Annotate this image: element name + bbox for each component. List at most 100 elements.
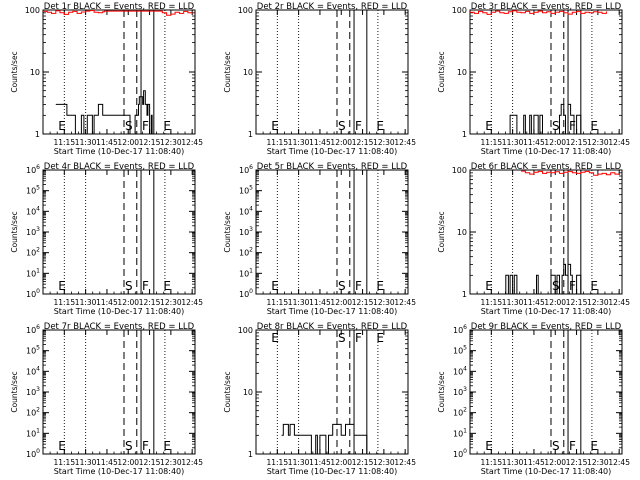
y-tick-label: 10 (243, 388, 253, 397)
y-tick-label: 105 (26, 345, 40, 356)
y-tick-label: 1 (248, 450, 253, 459)
marker-label: E (376, 331, 384, 345)
marker-label: E (590, 439, 598, 453)
marker-label: E (163, 439, 171, 453)
marker-label: F (355, 119, 362, 133)
x-tick-label: 12:45 (394, 138, 416, 147)
marker-label: F (569, 439, 576, 453)
x-tick-label: 12:15 (566, 458, 588, 467)
y-axis-label: Counts/sec (437, 211, 446, 252)
detector-panel: Det 9r BLACK = Events, RED = LLD 100 101 10… (437, 322, 630, 476)
x-tick-label: 11:30 (502, 138, 524, 147)
x-tick-label: 12:15 (566, 298, 588, 307)
y-tick-label: 104 (453, 365, 467, 376)
x-tick-label: 11:45 (523, 458, 545, 467)
x-tick-label: 12:00 (544, 138, 566, 147)
x-tick-label: 12:30 (373, 298, 395, 307)
x-tick-label: 12:00 (330, 138, 352, 147)
marker-label: E (590, 279, 598, 293)
marker-label: E (485, 119, 493, 133)
events-series-line (504, 263, 582, 295)
panel-title: Det 8r BLACK = Events, RED = LLD (257, 322, 408, 332)
panel-title: Det 6r BLACK = Events, RED = LLD (471, 162, 622, 172)
x-tick-label: 12:00 (330, 298, 352, 307)
y-axis-label: Counts/sec (223, 51, 232, 92)
lld-series-line (470, 10, 607, 15)
lld-series-line (521, 170, 620, 176)
y-tick-label: 100 (238, 6, 253, 15)
x-tick-label: 12:30 (373, 458, 395, 467)
y-tick-label: 103 (453, 386, 467, 397)
x-tick-label: 12:30 (587, 138, 609, 147)
marker-label: S (338, 331, 346, 345)
marker-label: F (142, 119, 149, 133)
x-tick-label: 11:45 (309, 138, 331, 147)
x-tick-label: 12:45 (608, 138, 630, 147)
panel-title: Det 9r BLACK = Events, RED = LLD (471, 322, 622, 332)
marker-label: S (552, 119, 560, 133)
y-tick-label: 100 (25, 6, 40, 15)
x-tick-label: 11:15 (266, 458, 288, 467)
y-tick-label: 101 (26, 427, 40, 438)
x-axis-label: Start Time (10-Dec-17 11:08:40) (54, 147, 185, 156)
y-tick-label: 103 (239, 226, 253, 237)
y-tick-label: 106 (26, 324, 40, 335)
x-axis-label: Start Time (10-Dec-17 11:08:40) (481, 147, 612, 156)
x-tick-label: 12:30 (587, 298, 609, 307)
plot-frame (255, 169, 409, 295)
y-tick-label: 1 (462, 130, 467, 139)
panel-title: Det 7r BLACK = Events, RED = LLD (44, 322, 195, 332)
x-tick-label: 11:15 (480, 138, 502, 147)
y-axis-label: Counts/sec (223, 371, 232, 412)
x-axis-label: Start Time (10-Dec-17 11:08:40) (267, 147, 398, 156)
marker-label: S (125, 119, 133, 133)
y-tick-label: 106 (26, 164, 40, 175)
marker-label: E (271, 279, 279, 293)
x-tick-label: 11:30 (288, 458, 310, 467)
x-axis-label: Start Time (10-Dec-17 11:08:40) (481, 307, 612, 316)
detector-panel: Det 2r BLACK = Events, RED = LLD 1 10 100 11… (223, 2, 416, 156)
y-axis-label: Counts/sec (437, 51, 446, 92)
marker-label: F (355, 331, 362, 345)
x-axis-label: Start Time (10-Dec-17 11:08:40) (54, 307, 185, 316)
x-tick-label: 12:30 (373, 138, 395, 147)
marker-label: E (376, 279, 384, 293)
marker-label: E (58, 439, 66, 453)
x-axis-label: Start Time (10-Dec-17 11:08:40) (54, 467, 185, 476)
lld-series-line (43, 10, 193, 16)
panel-title: Det 1r BLACK = Events, RED = LLD (44, 2, 195, 12)
panel-title: Det 2r BLACK = Events, RED = LLD (257, 2, 408, 12)
marker-label: S (125, 279, 133, 293)
y-tick-label: 1 (248, 130, 253, 139)
marker-label: F (355, 279, 362, 293)
x-tick-label: 12:15 (139, 458, 161, 467)
marker-label: E (271, 119, 279, 133)
plot-frame (469, 329, 623, 455)
x-tick-label: 11:15 (266, 138, 288, 147)
marker-label: S (338, 279, 346, 293)
y-tick-label: 100 (453, 448, 467, 459)
x-tick-label: 11:45 (96, 138, 118, 147)
x-tick-label: 11:30 (75, 298, 97, 307)
plot-frame (42, 329, 196, 455)
x-tick-label: 11:45 (523, 298, 545, 307)
detector-panel: Det 5r BLACK = Events, RED = LLD 100 101 10… (223, 162, 416, 316)
marker-label: S (125, 439, 133, 453)
marker-label: E (163, 279, 171, 293)
marker-label: E (163, 119, 171, 133)
x-tick-label: 12:45 (394, 458, 416, 467)
y-tick-label: 100 (238, 326, 253, 335)
x-tick-label: 12:00 (117, 138, 139, 147)
x-tick-label: 11:45 (309, 458, 331, 467)
x-tick-label: 12:15 (352, 138, 374, 147)
x-tick-label: 12:45 (608, 298, 630, 307)
panel-title: Det 4r BLACK = Events, RED = LLD (44, 162, 195, 172)
x-tick-label: 12:15 (352, 458, 374, 467)
y-axis-label: Counts/sec (10, 371, 19, 412)
y-axis-label: Counts/sec (223, 211, 232, 252)
x-tick-label: 11:15 (266, 298, 288, 307)
marker-label: S (552, 439, 560, 453)
y-tick-label: 103 (26, 386, 40, 397)
panel-title: Det 5r BLACK = Events, RED = LLD (257, 162, 408, 172)
y-tick-label: 106 (239, 164, 253, 175)
